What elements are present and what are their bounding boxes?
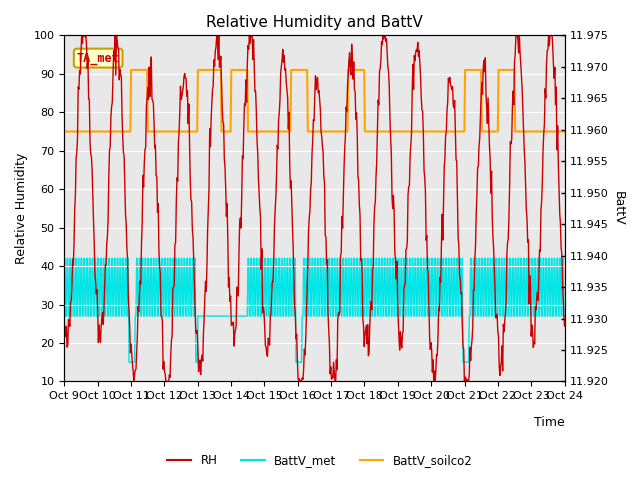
X-axis label: Time: Time (534, 416, 564, 429)
Legend: RH, BattV_met, BattV_soilco2: RH, BattV_met, BattV_soilco2 (163, 449, 477, 472)
Y-axis label: BattV: BattV (612, 191, 625, 226)
Y-axis label: Relative Humidity: Relative Humidity (15, 153, 28, 264)
Title: Relative Humidity and BattV: Relative Humidity and BattV (206, 15, 423, 30)
Text: TA_met: TA_met (77, 52, 120, 65)
